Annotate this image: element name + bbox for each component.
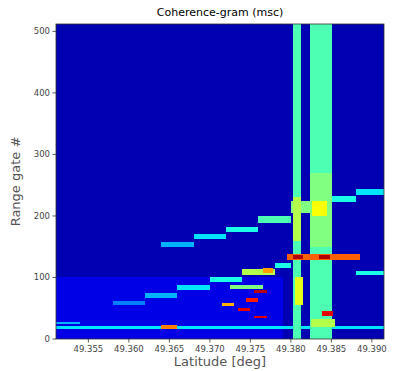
x-tick-label: 49.360 <box>114 344 144 354</box>
cell <box>275 263 291 268</box>
y-tick <box>53 339 57 340</box>
x-axis-title: Latitude [deg] <box>174 354 266 369</box>
x-tick-label: 49.355 <box>74 344 104 354</box>
x-tick <box>128 339 129 343</box>
cell <box>230 285 262 289</box>
cell <box>356 189 384 195</box>
cell <box>56 24 384 339</box>
x-tick <box>371 339 372 343</box>
y-tick-label: 0 <box>45 334 50 344</box>
cell <box>311 319 335 326</box>
cell <box>312 201 327 216</box>
chart: 49.355 49.360 49.365 49.370 49.375 49.380 49.3… <box>0 0 393 371</box>
y-axis-title: Range gate # <box>8 137 23 227</box>
y-tick-label: 400 <box>34 88 50 98</box>
x-tick-label: 49.390 <box>357 344 387 354</box>
cell <box>295 277 303 305</box>
x-tick <box>88 339 89 343</box>
cell <box>56 277 283 339</box>
cell <box>246 298 258 302</box>
x-tick <box>169 339 170 343</box>
cell <box>161 325 177 328</box>
cell <box>210 277 242 282</box>
cell <box>254 316 266 318</box>
cell <box>310 173 332 247</box>
cell <box>293 255 303 259</box>
y-tick <box>53 215 57 216</box>
x-tick-label: 49.370 <box>195 344 225 354</box>
cell <box>145 293 177 298</box>
cell <box>310 24 332 339</box>
cell <box>226 227 258 232</box>
title: Coherence-gram (msc) <box>157 6 284 19</box>
cell <box>356 271 384 275</box>
cell <box>322 311 333 316</box>
x-tick <box>209 339 210 343</box>
x-tick-label: 49.365 <box>155 344 185 354</box>
cells <box>56 24 384 339</box>
cell <box>113 301 145 305</box>
cell <box>177 285 209 290</box>
cell <box>293 197 301 240</box>
cell <box>238 308 250 312</box>
y-tick <box>53 277 57 278</box>
x-tick <box>331 339 332 343</box>
cell <box>194 234 226 239</box>
cell <box>56 322 80 324</box>
x-tick-label: 49.375 <box>235 344 265 354</box>
cell <box>319 255 330 259</box>
cell <box>263 268 274 273</box>
y-tick-label: 500 <box>34 26 50 36</box>
cell <box>222 303 234 306</box>
y-tick-label: 100 <box>34 272 50 282</box>
x-tick-label: 49.385 <box>316 344 346 354</box>
y-tick <box>53 92 57 93</box>
y-tick <box>53 31 57 32</box>
y-tick-label: 200 <box>34 211 50 221</box>
x-tick-label: 49.380 <box>276 344 306 354</box>
x-tick <box>250 339 251 343</box>
frame <box>56 24 384 339</box>
y-tick-label: 300 <box>34 149 50 159</box>
cell <box>258 216 290 223</box>
x-tick <box>290 339 291 343</box>
cell <box>161 242 193 247</box>
y-tick <box>53 154 57 155</box>
cell <box>254 290 266 294</box>
cell <box>287 254 360 260</box>
